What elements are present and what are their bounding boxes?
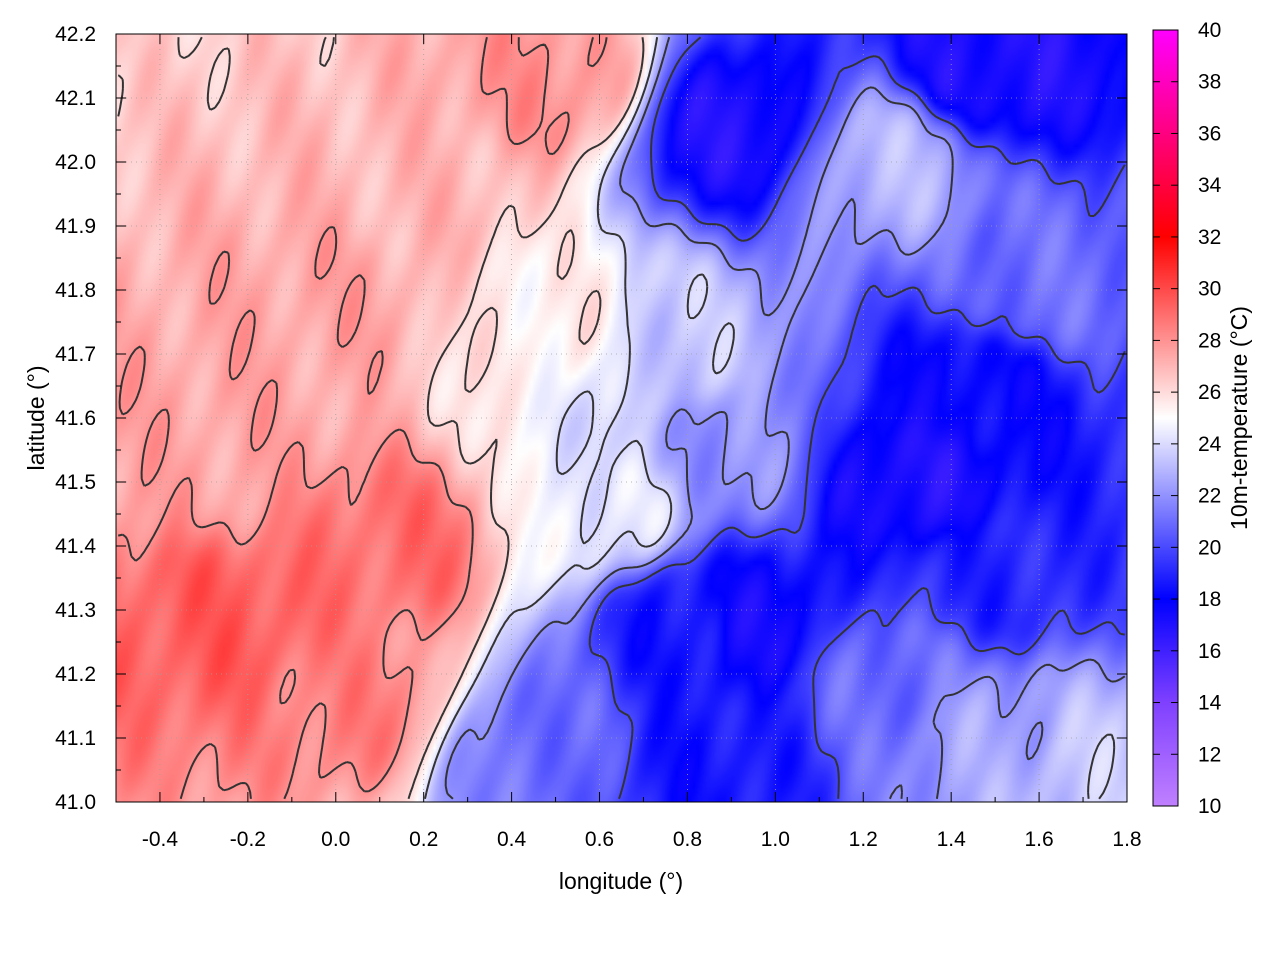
y-tick-label: 41.1 xyxy=(55,727,96,750)
colorbar-tick-label: 18 xyxy=(1198,588,1221,611)
colorbar-tick-label: 36 xyxy=(1198,122,1221,145)
colorbar-tick-label: 12 xyxy=(1198,743,1221,766)
colorbar-fill xyxy=(1152,29,1179,807)
x-tick-label: 1.4 xyxy=(937,828,967,851)
x-tick-label: 1.0 xyxy=(761,828,790,851)
colorbar-tick-label: 30 xyxy=(1198,278,1221,301)
y-tick-label: 41.0 xyxy=(55,791,96,814)
x-tick-label: 1.2 xyxy=(849,828,878,851)
colorbar-tick-label: 20 xyxy=(1198,536,1221,559)
x-tick-label: -0.4 xyxy=(142,828,179,851)
colorbar-tick-label: 24 xyxy=(1198,433,1222,456)
y-tick-label: 41.8 xyxy=(55,279,96,302)
y-tick-label: 41.9 xyxy=(55,215,96,238)
colorbar-tick-label: 14 xyxy=(1198,692,1222,715)
contour-22 xyxy=(444,36,1126,800)
colorbar-tick-label: 22 xyxy=(1198,485,1221,508)
plot-area: -0.4 -0.2 0.0 0.2 0.4 0.6 0.8 1.0 1.2 1.4 1.6 1.8 4… xyxy=(55,23,1141,851)
x-tick-label: -0.2 xyxy=(230,828,266,851)
y-tick-label: 42.0 xyxy=(55,151,96,174)
y-tick-label: 42.2 xyxy=(55,23,96,46)
contour-lines xyxy=(117,36,1126,800)
x-tick-label: 0.8 xyxy=(673,828,702,851)
y-tick-label: 41.2 xyxy=(55,663,96,686)
contour-20 xyxy=(588,36,1126,800)
y-tick-label: 41.6 xyxy=(55,407,96,430)
colorbar-tick-label: 28 xyxy=(1198,329,1221,352)
colorbar-ticks: 10 12 14 16 18 20 22 24 26 28 30 32 34 36 38 40 xyxy=(1153,19,1222,818)
y-axis-title: latitude (°) xyxy=(23,365,49,470)
colorbar: 10 12 14 16 18 20 22 24 26 28 30 32 34 36 38 40 10m-tem… xyxy=(1152,19,1252,818)
colorbar-tick-label: 40 xyxy=(1198,19,1221,42)
contour-24 xyxy=(424,37,1116,800)
contour-28 xyxy=(117,36,608,800)
colorbar-tick-label: 32 xyxy=(1198,226,1221,249)
x-tick-label: 1.8 xyxy=(1112,828,1141,851)
colorbar-title: 10m-temperature (°C) xyxy=(1226,306,1252,530)
y-tick-label: 41.7 xyxy=(55,343,96,366)
colorbar-tick-label: 38 xyxy=(1198,71,1221,94)
colorbar-tick-label: 16 xyxy=(1198,640,1221,663)
colorbar-tick-label: 10 xyxy=(1198,795,1221,818)
x-tick-label: 0.6 xyxy=(585,828,614,851)
y-tick-label: 41.5 xyxy=(55,471,96,494)
y-tick-label: 42.1 xyxy=(55,87,96,110)
y-tick-label: 41.4 xyxy=(55,535,96,558)
x-axis-ticks: -0.4 -0.2 0.0 0.2 0.4 0.6 0.8 1.0 1.2 1.4 1.6 1.8 xyxy=(142,34,1142,851)
x-tick-label: 0.2 xyxy=(409,828,438,851)
y-tick-label: 41.3 xyxy=(55,599,96,622)
colorbar-tick-label: 26 xyxy=(1198,381,1221,404)
x-tick-label: 0.4 xyxy=(497,828,527,851)
contour-26 xyxy=(117,36,645,800)
x-tick-label: 1.6 xyxy=(1024,828,1053,851)
y-axis-ticks: 41.0 41.1 41.2 41.3 41.4 41.5 41.6 41.7 41.8 41.9… xyxy=(55,23,1127,814)
x-axis-title: longitude (°) xyxy=(559,868,683,894)
colorbar-tick-label: 34 xyxy=(1198,174,1222,197)
x-tick-label: 0.0 xyxy=(321,828,350,851)
